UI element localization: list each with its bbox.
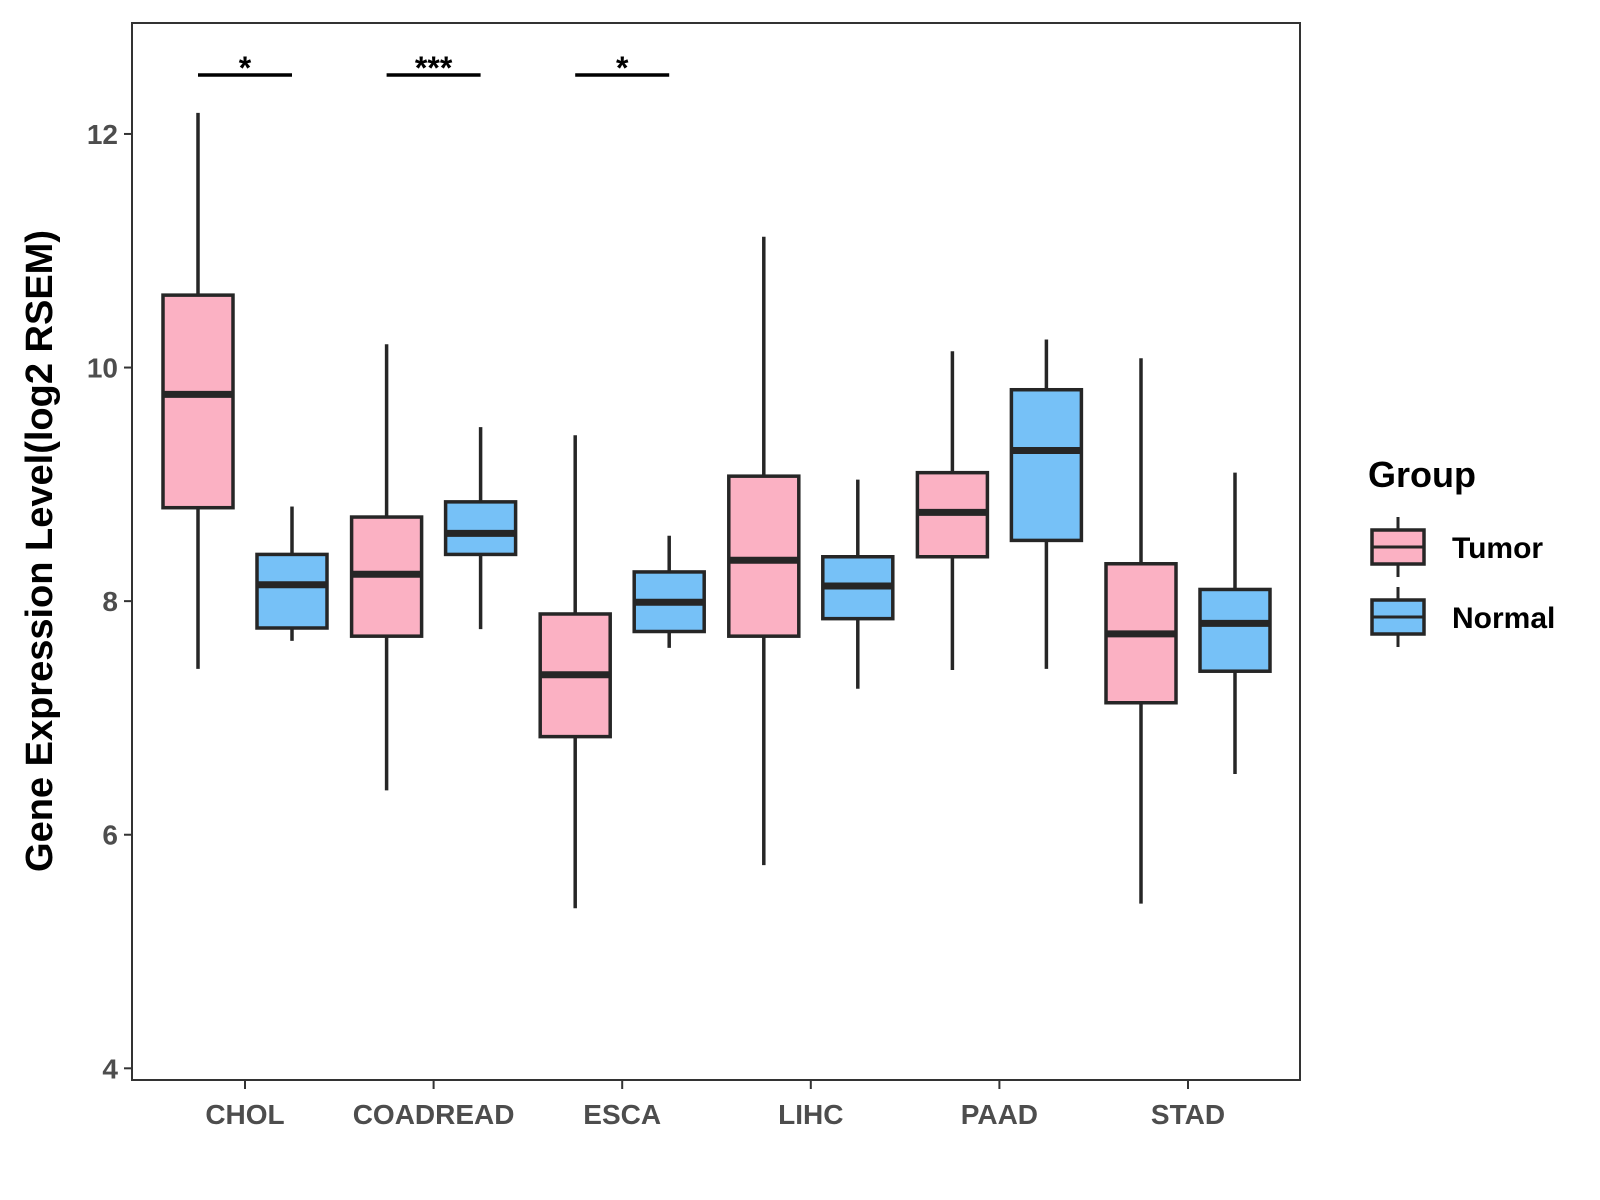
y-tick-label: 4	[102, 1053, 118, 1084]
legend-label-normal: Normal	[1452, 602, 1555, 635]
box-tumor-coadread	[349, 344, 424, 791]
x-tick-label: LIHC	[778, 1099, 843, 1130]
box-series	[161, 112, 1272, 909]
x-tick-label: ESCA	[583, 1099, 661, 1130]
legend-title: Group	[1368, 454, 1476, 495]
box-normal-lihc	[821, 479, 895, 689]
x-tick-label: COADREAD	[353, 1099, 515, 1130]
y-tick-label: 10	[87, 353, 118, 384]
x-tick-label: STAD	[1151, 1099, 1225, 1130]
legend-key-tumor	[1370, 517, 1426, 577]
y-tick-label: 6	[102, 820, 118, 851]
x-tick-label: CHOL	[205, 1099, 284, 1130]
significance-annotations: * *** *	[198, 50, 670, 86]
box-normal-coadread	[443, 427, 518, 630]
box-body	[255, 552, 329, 630]
significance-label: *	[239, 50, 252, 86]
box-normal-esca	[632, 535, 706, 648]
box-normal-chol	[255, 506, 329, 641]
panel-border	[131, 22, 1301, 1081]
box-normal-paad	[1009, 339, 1084, 669]
box-body	[1198, 587, 1272, 673]
box-tumor-esca	[538, 435, 612, 909]
box-tumor-stad	[1104, 358, 1178, 904]
y-tick-label: 8	[102, 586, 118, 617]
box-body	[727, 474, 801, 638]
box-tumor-lihc	[727, 236, 801, 866]
significance-label: *	[616, 50, 629, 86]
legend-label-tumor: Tumor	[1452, 532, 1543, 565]
x-axis: CHOL COADREAD ESCA LIHC PAAD STAD	[205, 1080, 1225, 1130]
box-body	[443, 500, 518, 557]
y-axis: 4 6 8 10 12	[87, 119, 132, 1084]
box-normal-stad	[1198, 472, 1272, 774]
box-body	[161, 293, 235, 510]
y-tick-label: 12	[87, 119, 118, 150]
box-tumor-chol	[161, 112, 235, 669]
significance-label: ***	[415, 50, 453, 86]
x-tick-label: PAAD	[961, 1099, 1038, 1130]
legend: Group Tumor Normal	[1368, 454, 1555, 647]
box-tumor-paad	[915, 351, 990, 671]
box-body	[1009, 387, 1084, 543]
y-axis-title: Gene Expression Level(log2 RSEM)	[19, 230, 61, 872]
legend-key-normal	[1370, 587, 1426, 647]
